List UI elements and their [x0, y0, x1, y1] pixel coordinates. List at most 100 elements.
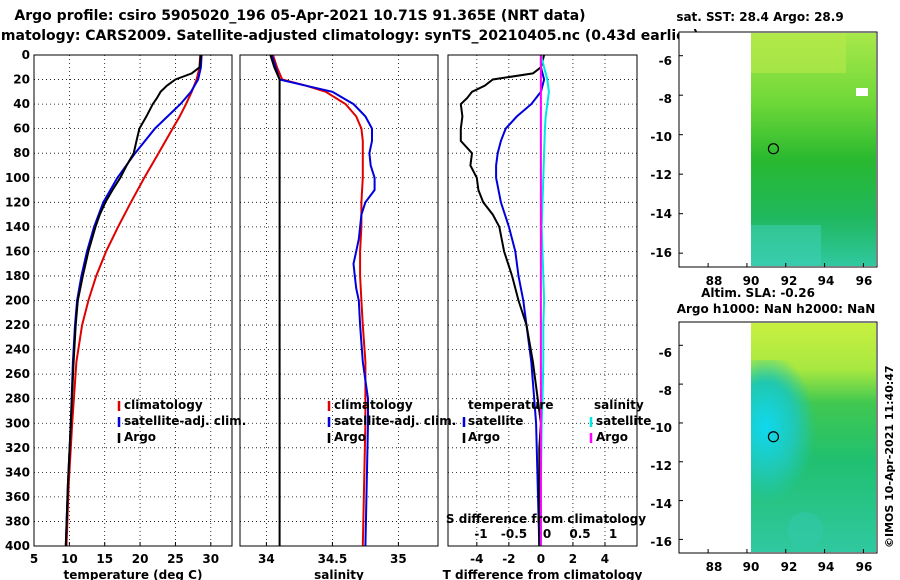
- map-y-tick-label: -12: [650, 168, 672, 182]
- y-tick-label: 160: [5, 244, 30, 258]
- map-y-tick-label: -12: [650, 459, 672, 473]
- map-y-tick-label: -8: [659, 384, 672, 398]
- map-x-tick-label: 92: [781, 560, 798, 574]
- sla-map-ticks: [679, 344, 864, 553]
- map-x-tick-label: 96: [856, 274, 873, 288]
- x-tick-label: 10: [61, 552, 78, 566]
- y-tick-label: 80: [13, 146, 30, 160]
- sst-map: sat. SST: 28.4 Argo: 28.9 88 90 92 94 96…: [650, 10, 878, 288]
- temperature-panel: 5 10 15 20 25 3002040608010012014016018020022…: [5, 48, 233, 580]
- difference-legend-salinity: salinity satellite Argo: [589, 398, 651, 444]
- y-tick-label: 400: [5, 539, 30, 553]
- header-line-1: Argo profile: csiro 5905020_196 05-Apr-2…: [14, 8, 585, 24]
- x-tick-label: -2: [502, 552, 515, 566]
- y-tick-label: 280: [5, 392, 30, 406]
- map-x-tick-label: 90: [743, 274, 760, 288]
- sla-field-patch: [787, 512, 823, 548]
- argo-position-marker: [767, 431, 780, 443]
- map-y-tick-label: -16: [650, 535, 672, 549]
- sst-missing-data: [856, 88, 868, 96]
- legend-label-argo: Argo: [124, 430, 156, 444]
- series-line-argo: [269, 54, 281, 546]
- legend-label-climatology: climatology: [124, 398, 203, 412]
- x-tick-label: 0: [537, 552, 545, 566]
- sla-map-title-2: Argo h1000: NaN h2000: NaN: [677, 302, 876, 316]
- x-tick-label: 2: [569, 552, 577, 566]
- x-axis-label: T difference from climatology: [443, 568, 643, 580]
- y-tick-label: 260: [5, 367, 30, 381]
- y-tick-label: 120: [5, 195, 30, 209]
- map-y-tick-label: -10: [650, 130, 672, 144]
- y-tick-label: 0: [22, 48, 30, 62]
- sla-map-title-1: Altim. SLA: -0.26: [701, 286, 815, 300]
- y-tick-label: 100: [5, 171, 30, 185]
- plot-frame: [447, 54, 638, 547]
- map-y-tick-label: -14: [650, 497, 672, 511]
- sst-field-patch: [751, 33, 846, 73]
- s-difference-axis-title: S difference from climatology: [446, 512, 646, 526]
- x-tick-label: 30: [202, 552, 219, 566]
- series-line-temperature-argo: [459, 54, 546, 546]
- s-diff-tick-label: 0.5: [569, 527, 590, 541]
- map-x-tick-label: 96: [856, 560, 873, 574]
- legend-label-argo: Argo: [334, 430, 366, 444]
- s-diff-tick-label: 1: [609, 527, 617, 541]
- s-difference-axis: S difference from climatology -1 -0.5 0 …: [446, 512, 646, 541]
- map-x-tick-label: 90: [743, 560, 760, 574]
- sst-map-ticks: [679, 55, 864, 267]
- map-x-tick-label: 94: [818, 560, 835, 574]
- salinity-panel: 34 34.5 35 salinity: [239, 54, 439, 580]
- x-tick-label: -4: [470, 552, 483, 566]
- map-x-tick-label: 94: [818, 274, 835, 288]
- series-line-argo: [64, 54, 202, 547]
- s-diff-tick-label: 0: [543, 527, 551, 541]
- x-tick-label: 34.5: [318, 552, 348, 566]
- x-axis-label: temperature (deg C): [64, 568, 203, 580]
- legend-title-salinity: salinity: [594, 398, 644, 412]
- legend-label-t-argo: Argo: [468, 430, 500, 444]
- x-tick-label: 35: [390, 552, 407, 566]
- difference-panel: -4 -2 0 2 4 T difference from climatology: [443, 54, 643, 580]
- x-tick-label: 25: [167, 552, 184, 566]
- watermark: ©IMOS 10-Apr-2021 11:40:47: [883, 365, 896, 548]
- map-y-tick-label: -6: [659, 54, 672, 68]
- y-tick-label: 200: [5, 294, 30, 308]
- y-tick-label: 40: [13, 97, 30, 111]
- salinity-legend: climatology satellite-adj. clim. Argo: [327, 398, 456, 444]
- y-tick-label: 380: [5, 514, 30, 528]
- argo-position-marker: [767, 143, 780, 155]
- series-line-salinity-satellite: [539, 54, 550, 546]
- header-line-2: Climatology: CARS2009. Satellite-adjuste…: [0, 28, 699, 44]
- series-line-satellite-adj-clim-: [270, 54, 376, 547]
- x-tick-label: 4: [601, 552, 609, 566]
- sla-blue-anomaly: [751, 360, 851, 510]
- temperature-legend: climatology satellite-adj. clim. Argo: [117, 398, 246, 444]
- map-y-tick-label: -10: [650, 421, 672, 435]
- difference-legend-temperature: temperature satellite Argo: [462, 398, 553, 444]
- x-tick-label: 34: [258, 552, 275, 566]
- sst-field-patch: [751, 225, 821, 266]
- legend-title-temperature: temperature: [468, 398, 553, 412]
- y-tick-label: 140: [5, 220, 30, 234]
- map-y-tick-label: -8: [659, 92, 672, 106]
- s-diff-tick-label: -0.5: [501, 527, 527, 541]
- legend-label-satellite: satellite-adj. clim.: [334, 414, 456, 428]
- y-tick-label: 340: [5, 465, 30, 479]
- map-x-tick-label: 88: [706, 274, 723, 288]
- legend-label-s-satellite: satellite: [596, 414, 651, 428]
- y-tick-label: 60: [13, 122, 30, 136]
- map-x-tick-label: 88: [706, 560, 723, 574]
- x-tick-label: 5: [30, 552, 38, 566]
- legend-label-climatology: climatology: [334, 398, 413, 412]
- sst-map-title: sat. SST: 28.4 Argo: 28.9: [676, 10, 843, 24]
- map-x-tick-label: 92: [781, 274, 798, 288]
- y-tick-label: 220: [5, 318, 30, 332]
- series-line-temperature-satellite: [495, 55, 546, 547]
- y-tick-label: 20: [13, 73, 30, 87]
- map-y-tick-label: -14: [650, 207, 672, 221]
- y-tick-label: 300: [5, 416, 30, 430]
- y-tick-label: 320: [5, 441, 30, 455]
- y-tick-label: 180: [5, 269, 30, 283]
- plot-frame: [239, 54, 439, 547]
